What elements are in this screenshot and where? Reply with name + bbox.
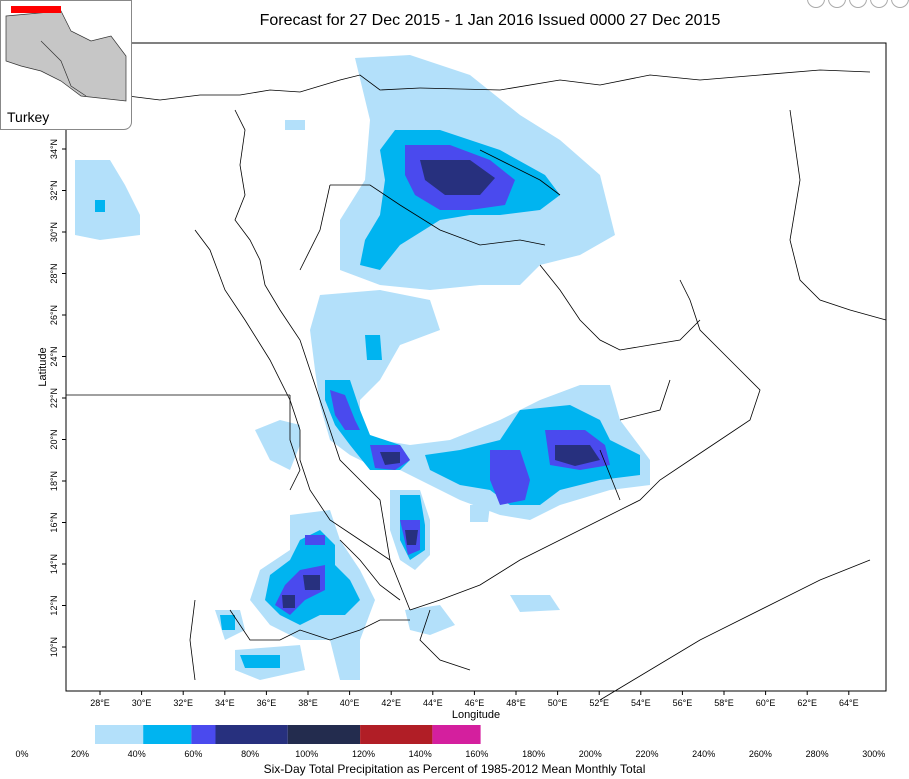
- corner-button[interactable]: [891, 0, 909, 8]
- legend-label: 200%: [578, 749, 602, 759]
- corner-button[interactable]: [870, 0, 888, 8]
- legend-label: 100%: [295, 749, 319, 759]
- corner-button[interactable]: [828, 0, 846, 8]
- precip-100-plus: [282, 160, 600, 608]
- legend-label: 0%: [15, 749, 29, 759]
- page-title: Forecast for 27 Dec 2015 - 1 Jan 2016 Is…: [259, 12, 721, 29]
- legend-label: 240%: [692, 749, 716, 759]
- legend-label: 120%: [351, 749, 376, 759]
- legend-label: 220%: [635, 749, 659, 759]
- corner-button[interactable]: [807, 0, 825, 8]
- legend-label: 180%: [522, 749, 546, 759]
- legend-label: 260%: [748, 749, 772, 759]
- corner-button[interactable]: [849, 0, 867, 8]
- legend-label: 20%: [70, 749, 90, 759]
- legend-label: 40%: [127, 749, 146, 759]
- inset-map-svg: [1, 1, 131, 113]
- legend-label: 140%: [408, 749, 432, 759]
- inset-map[interactable]: Turkey: [0, 0, 132, 130]
- legend-title: Six-Day Total Precipitation as Percent o…: [263, 762, 646, 776]
- legend-label: 60%: [184, 749, 203, 759]
- corner-buttons: [807, 0, 909, 8]
- legend-label: 160%: [465, 749, 489, 759]
- legend-label: 280%: [805, 749, 829, 759]
- turkey-highlight: [11, 6, 61, 13]
- legend-label: 300%: [862, 749, 886, 759]
- legend-label: 80%: [241, 749, 260, 759]
- coastlines-borders: [65, 69, 887, 701]
- inset-label: Turkey: [7, 109, 50, 125]
